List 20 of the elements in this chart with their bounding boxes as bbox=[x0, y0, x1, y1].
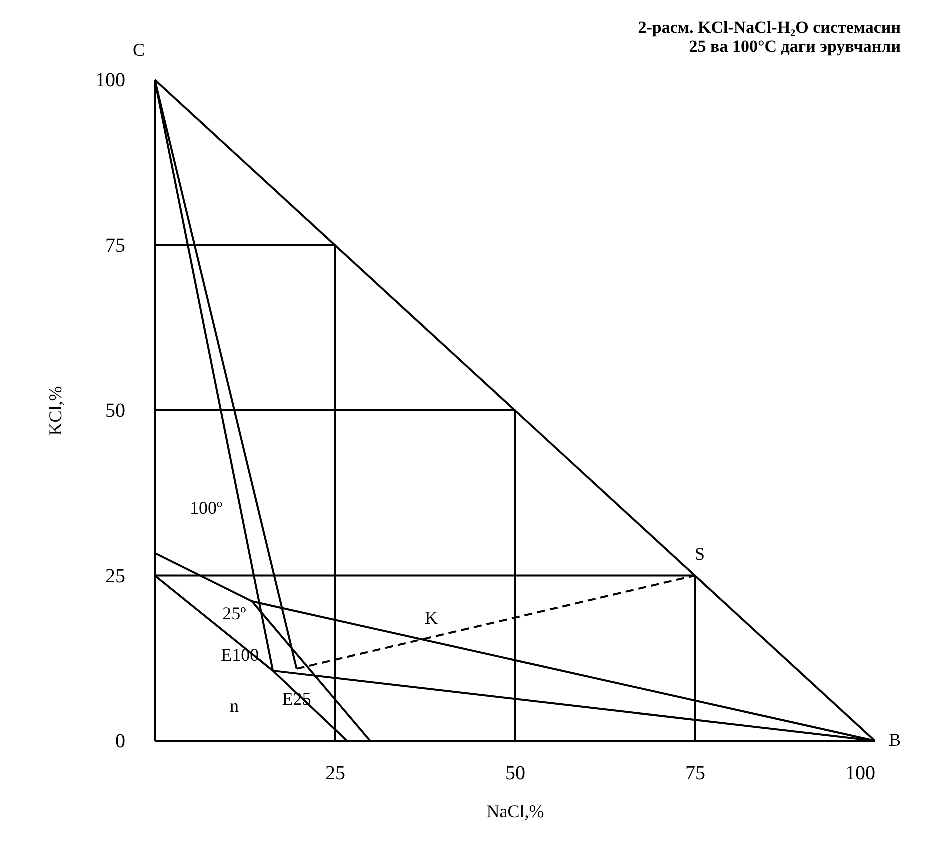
annotation: 100º bbox=[190, 498, 223, 518]
x-tick-label: 25 bbox=[326, 762, 346, 784]
y-axis-title: KCl,% bbox=[46, 386, 66, 436]
annotation: n bbox=[230, 696, 239, 716]
x-axis-title: NaCl,% bbox=[486, 802, 544, 822]
text: 25 ва 100°C даги эрувчанли bbox=[689, 37, 902, 56]
y-tick-label: 0 bbox=[116, 730, 126, 752]
annotation: B bbox=[889, 730, 902, 750]
annotation: S bbox=[695, 544, 706, 564]
y-tick-label: 75 bbox=[106, 234, 126, 257]
y-tick-label: 50 bbox=[106, 400, 126, 422]
y-tick-label: 25 bbox=[106, 565, 126, 588]
annotation: K bbox=[425, 608, 438, 628]
x-tick-label: 50 bbox=[506, 762, 526, 784]
annotation: C bbox=[132, 40, 145, 60]
text: 2-расм. KCl-NaCl-H₂O системасин bbox=[638, 18, 902, 37]
annotation: 25º bbox=[222, 604, 247, 624]
x-tick-label: 100 bbox=[846, 762, 876, 784]
y-tick-label: 100 bbox=[96, 70, 126, 92]
x-tick-label: 75 bbox=[686, 762, 706, 784]
